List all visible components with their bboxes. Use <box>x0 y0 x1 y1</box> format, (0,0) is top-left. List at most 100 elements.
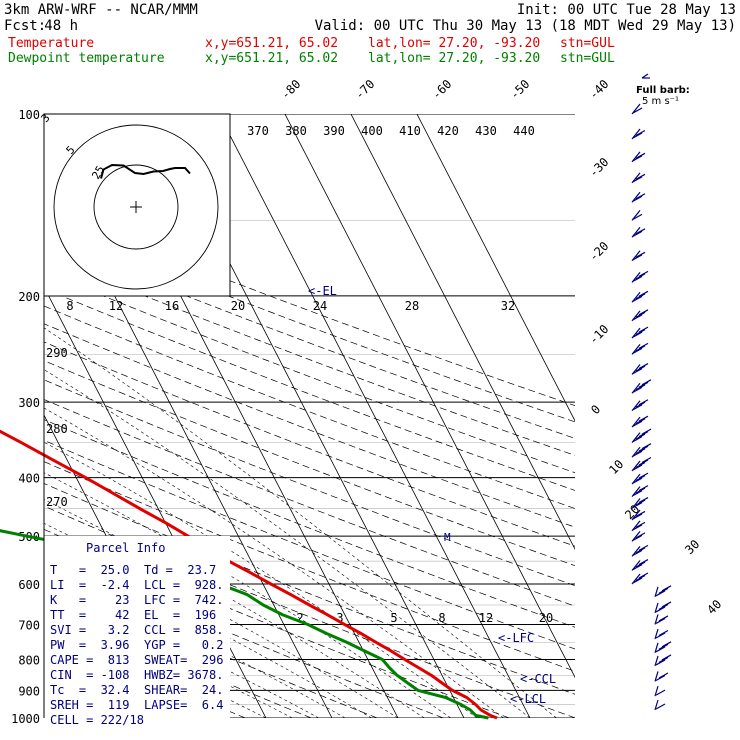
wind-barb <box>631 530 646 542</box>
wind-barb-flag <box>638 381 649 388</box>
wind-barb-flag <box>661 641 672 648</box>
dewpoint-profile-line <box>0 529 489 720</box>
wind-barb <box>631 443 652 458</box>
dry-adiabat-line <box>44 238 575 439</box>
theta-side-label: 270 <box>46 495 68 509</box>
theta-label: 410 <box>399 124 421 138</box>
pressure-tick-label: 900 <box>18 684 40 698</box>
wind-barb-shaft <box>654 614 659 625</box>
wind-barb-flag <box>635 152 646 159</box>
barb-key-line2: 5 m s⁻¹ <box>642 96 679 107</box>
isotherm-line <box>0 114 2 718</box>
moist-adiabat-line <box>44 580 319 718</box>
wind-barb-flag <box>655 646 666 653</box>
wind-barb <box>654 601 672 614</box>
dry-adiabat-line <box>44 341 575 547</box>
dry-adiabat-line <box>44 206 575 407</box>
wind-barb-flag <box>635 532 646 539</box>
parcel-info-row-left: K = 23 <box>50 593 129 607</box>
pressure-tick-label: 700 <box>18 618 40 632</box>
wind-barb <box>631 485 649 497</box>
wind-barb-flag <box>638 485 649 492</box>
wind-barb-flag <box>658 656 669 663</box>
mixing-ratio-label: 8 <box>438 611 445 625</box>
parcel-info-row-left: CELL = 222/18 <box>50 713 144 727</box>
parcel-info-row-left: CIN = -108 <box>50 668 129 682</box>
wind-barb-flag <box>638 572 649 579</box>
wind-barb-flag <box>658 615 669 622</box>
legend-temperature-xy: x,y=651.21, 65.02 <box>205 36 338 51</box>
wind-barb <box>631 520 646 532</box>
lfc-marker: <-LFC <box>498 631 534 645</box>
parcel-info-row-left: T = 25.0 <box>50 563 129 577</box>
wind-barb-flag <box>635 228 646 235</box>
barb-key: Full barb: 5 m s⁻¹ <box>636 73 690 107</box>
dry-adiabat-line <box>44 323 575 528</box>
wind-barb <box>631 509 646 521</box>
wind-barb-flag <box>638 270 649 277</box>
theta-side-label: 290 <box>46 346 68 360</box>
legend-temperature: Temperature x,y=651.21, 65.02 lat,lon= 2… <box>8 36 615 51</box>
hodograph: 5 25 3 <box>39 111 231 297</box>
wind-barb-flag <box>635 547 646 554</box>
wind-barb <box>654 685 666 697</box>
parcel-info-row-right: HWBZ= 3678. <box>144 668 223 682</box>
wind-barb-flag <box>638 326 649 333</box>
level-markers: <-EL <-LFC <-CCL <-LCL M <box>308 284 556 706</box>
theta-label: 400 <box>361 124 383 138</box>
wind-barb-flag <box>635 329 646 336</box>
fcst-label: Fcst: <box>4 18 46 34</box>
wind-barb <box>654 614 669 625</box>
dry-adiabat-line <box>44 222 575 423</box>
wind-barb-flag <box>661 601 672 608</box>
wind-barb <box>631 128 646 140</box>
fcst-value: 48 h <box>44 18 78 34</box>
wind-barb-flag <box>661 654 672 661</box>
wind-barb-flag <box>638 497 649 504</box>
pressure-tick-label: 200 <box>18 290 40 304</box>
el-marker: <-EL <box>308 284 337 298</box>
wind-barb-flag <box>658 603 669 610</box>
wind-barb-flag <box>635 561 646 568</box>
model-title: 3km ARW-WRF -- NCAR/MMM <box>4 2 198 18</box>
wind-barb-flag <box>632 295 643 302</box>
wind-barb <box>631 415 649 428</box>
pressure-tick-label: 800 <box>18 653 40 667</box>
hodograph-speed-label: 24 <box>313 299 327 313</box>
temperature-tick-label: -40 <box>586 77 611 102</box>
wind-barb-shaft <box>654 642 659 653</box>
pressure-tick-label: 100 <box>18 108 40 122</box>
wind-barb-flag <box>632 490 643 497</box>
moist-adiabat-line <box>44 407 504 718</box>
theta-label: 370 <box>247 124 269 138</box>
hodograph-speed-label: 12 <box>109 299 123 313</box>
hodograph-speed-label: 32 <box>501 299 515 313</box>
isotherm-line <box>218 114 531 718</box>
wind-barb <box>631 209 643 221</box>
temperature-tick-label: 40 <box>704 597 724 617</box>
wind-barb-flag <box>638 342 649 349</box>
wind-barb-flag <box>638 445 649 452</box>
wind-barb <box>631 172 646 184</box>
parcel-info-row-left: SREH = 119 <box>50 698 129 712</box>
wind-barb-flag <box>635 487 646 494</box>
wind-barb-flag <box>658 587 669 594</box>
parcel-info-row-left: CAPE = 813 <box>50 653 129 667</box>
wind-barb <box>631 342 649 355</box>
wind-barb-flag <box>632 195 643 202</box>
wind-barb-flag <box>632 107 643 114</box>
wind-barb-flag <box>655 632 666 639</box>
dry-adiabat-line <box>44 379 575 587</box>
wind-barb-flag <box>658 643 669 650</box>
wind-barb <box>654 671 669 682</box>
wind-barb-flag <box>635 401 646 408</box>
dry-adiabat-line <box>44 305 575 509</box>
theta-label: 430 <box>475 124 497 138</box>
temperature-tick-label: 10 <box>606 457 626 477</box>
wind-barb-flag <box>638 415 649 422</box>
wind-barb-flag <box>655 659 666 666</box>
wind-barb-flag <box>632 275 643 282</box>
legend-temperature-stn: stn=GUL <box>560 36 615 51</box>
wind-barb <box>631 497 649 509</box>
wind-barb-flag <box>638 544 649 551</box>
